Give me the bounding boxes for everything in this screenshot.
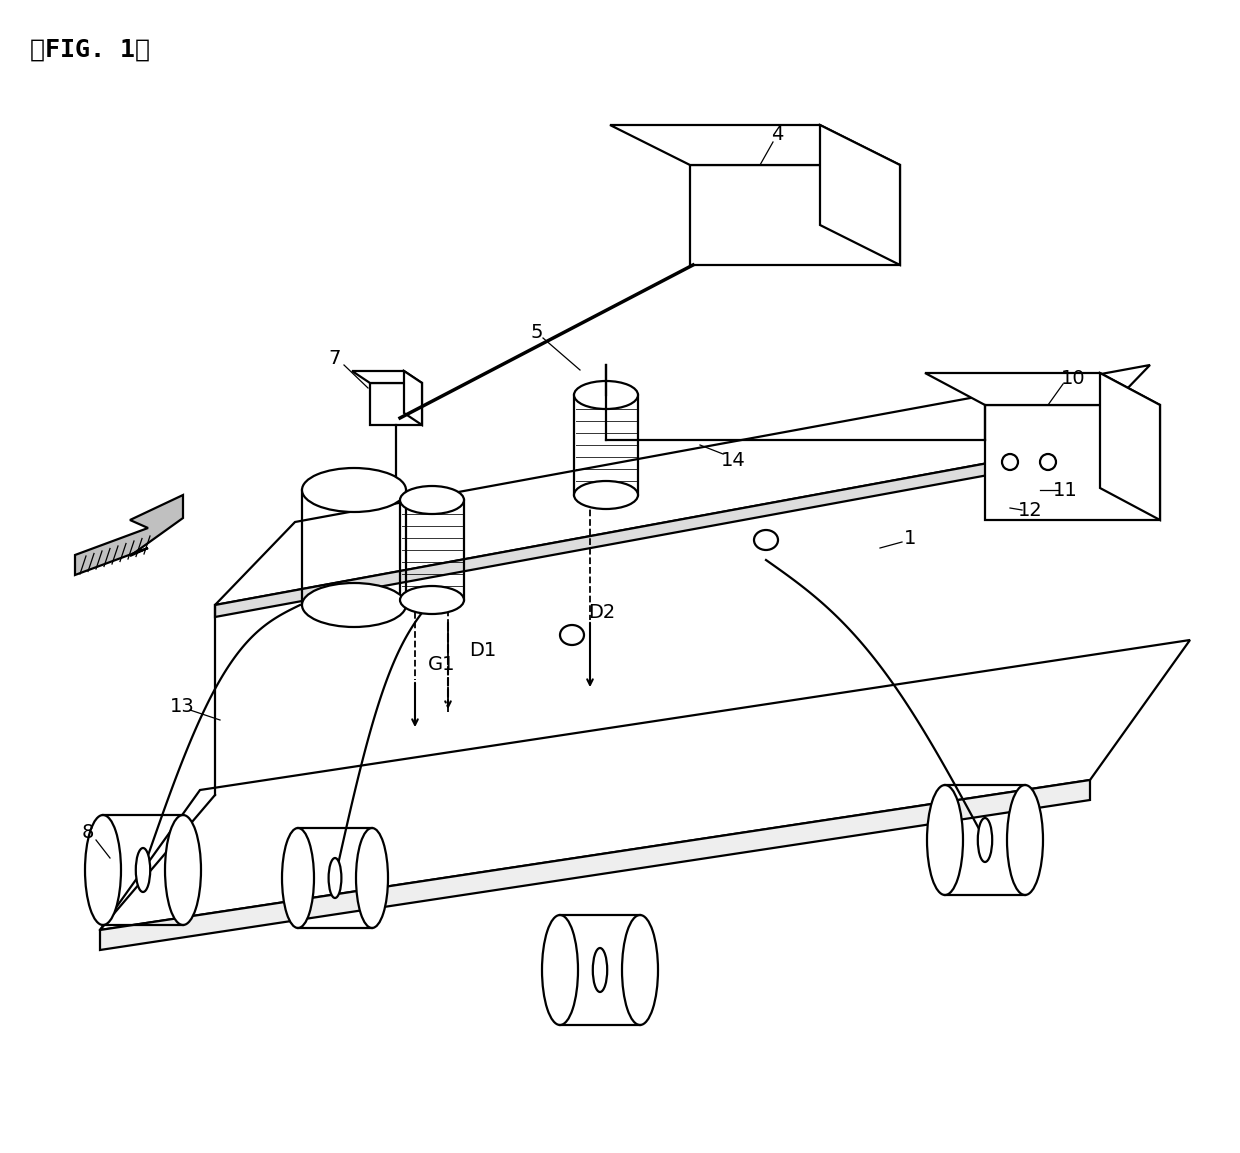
Ellipse shape bbox=[165, 815, 201, 925]
Text: 8: 8 bbox=[82, 822, 94, 842]
Text: G1: G1 bbox=[428, 656, 456, 675]
Ellipse shape bbox=[978, 817, 992, 862]
Ellipse shape bbox=[356, 828, 388, 928]
Text: 【FIG. 1】: 【FIG. 1】 bbox=[30, 38, 150, 62]
Polygon shape bbox=[925, 374, 1159, 405]
Ellipse shape bbox=[1002, 454, 1018, 470]
Text: 11: 11 bbox=[1053, 481, 1078, 499]
Ellipse shape bbox=[401, 586, 464, 615]
Ellipse shape bbox=[574, 481, 639, 508]
Text: 1: 1 bbox=[904, 528, 916, 548]
Ellipse shape bbox=[593, 948, 608, 992]
Text: 10: 10 bbox=[1060, 369, 1085, 387]
Ellipse shape bbox=[560, 625, 584, 645]
Polygon shape bbox=[100, 640, 1190, 930]
Polygon shape bbox=[370, 383, 422, 425]
Ellipse shape bbox=[86, 815, 122, 925]
Polygon shape bbox=[610, 125, 900, 165]
Ellipse shape bbox=[303, 583, 405, 627]
Ellipse shape bbox=[136, 847, 150, 892]
Ellipse shape bbox=[622, 915, 658, 1025]
Text: 5: 5 bbox=[531, 323, 543, 341]
Ellipse shape bbox=[928, 785, 963, 895]
Ellipse shape bbox=[401, 487, 464, 514]
Text: 13: 13 bbox=[170, 696, 195, 716]
Polygon shape bbox=[689, 165, 900, 265]
Ellipse shape bbox=[542, 915, 578, 1025]
Polygon shape bbox=[100, 779, 1090, 950]
Polygon shape bbox=[820, 125, 900, 265]
Ellipse shape bbox=[329, 858, 341, 898]
Polygon shape bbox=[1100, 374, 1159, 520]
Text: 4: 4 bbox=[771, 126, 784, 144]
Polygon shape bbox=[985, 405, 1159, 520]
Polygon shape bbox=[215, 449, 1070, 617]
Ellipse shape bbox=[1040, 454, 1056, 470]
Polygon shape bbox=[404, 371, 422, 425]
Text: 7: 7 bbox=[329, 348, 341, 368]
Ellipse shape bbox=[754, 530, 777, 550]
Ellipse shape bbox=[303, 468, 405, 512]
Polygon shape bbox=[74, 495, 184, 575]
Text: D2: D2 bbox=[588, 603, 615, 621]
Polygon shape bbox=[352, 371, 422, 383]
Polygon shape bbox=[215, 366, 1149, 605]
Text: 14: 14 bbox=[720, 451, 745, 469]
Ellipse shape bbox=[574, 380, 639, 409]
Text: 12: 12 bbox=[1018, 500, 1043, 520]
Ellipse shape bbox=[281, 828, 314, 928]
Text: D1: D1 bbox=[470, 641, 497, 660]
Ellipse shape bbox=[1007, 785, 1043, 895]
